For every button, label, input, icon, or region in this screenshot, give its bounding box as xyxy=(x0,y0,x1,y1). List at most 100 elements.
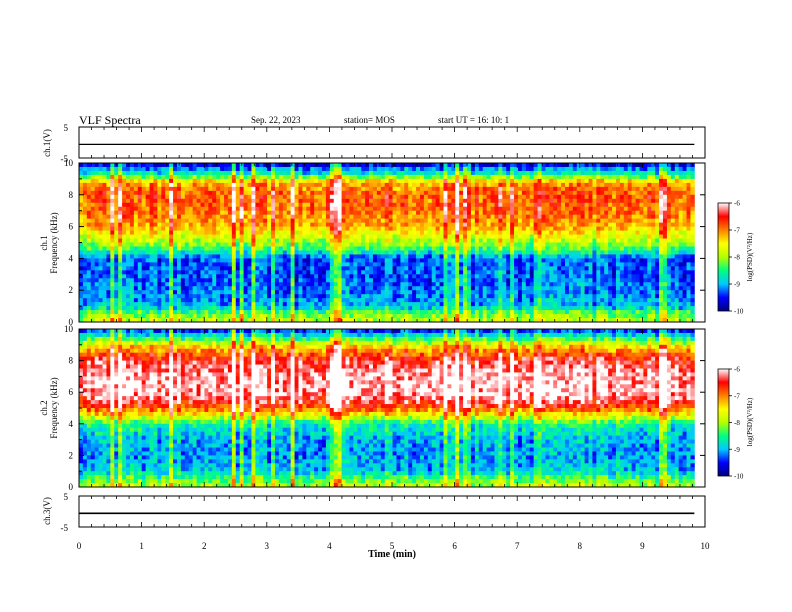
spectrogram-cell xyxy=(329,310,335,315)
spectrogram-cell xyxy=(294,182,299,188)
spectrogram-cell xyxy=(341,182,346,188)
spectrogram-cell xyxy=(521,286,527,291)
spectrogram-cell xyxy=(404,238,409,243)
spectrogram-cell xyxy=(400,254,405,259)
spectrogram-cell xyxy=(114,222,119,228)
spectrogram-cell xyxy=(129,182,135,188)
spectrogram-cell xyxy=(278,314,284,319)
spectrogram-cell xyxy=(106,266,111,271)
spectrogram-cell xyxy=(443,278,448,283)
spectrogram-cell xyxy=(490,218,495,224)
spectrogram-cell xyxy=(490,258,495,263)
spectrogram-cell xyxy=(145,250,150,255)
spectrogram-cell xyxy=(176,306,182,311)
spectrogram-cell xyxy=(259,242,264,247)
spectrogram-cell xyxy=(470,314,476,319)
spectrogram-cell xyxy=(235,186,241,192)
spectrogram-cell xyxy=(459,174,464,180)
spectrogram-cell xyxy=(361,278,366,283)
spectrogram-cell xyxy=(553,178,558,184)
spectrogram-cell xyxy=(212,258,217,263)
spectrogram-cell xyxy=(306,266,311,271)
spectrogram-cell xyxy=(455,218,460,224)
spectrogram-cell xyxy=(529,214,535,220)
spectrogram-cell xyxy=(498,234,503,239)
spectrogram-cell xyxy=(184,254,190,259)
spectrogram-cell xyxy=(133,314,139,319)
spectrogram-cell xyxy=(447,246,452,251)
spectrogram-cell xyxy=(157,298,162,303)
spectrogram-cell xyxy=(278,290,284,295)
spectrogram-cell xyxy=(110,314,115,319)
spectrogram-cell xyxy=(204,286,209,291)
spectrogram-cell xyxy=(79,294,84,299)
spectrogram-cell xyxy=(290,214,295,220)
spectrogram-cell xyxy=(357,214,362,220)
spectrogram-cell xyxy=(498,270,503,275)
spectrogram-cell xyxy=(549,302,554,307)
spectrogram-cell xyxy=(82,174,88,180)
spectrogram-cell xyxy=(110,262,115,267)
spectrogram-cell xyxy=(208,270,213,275)
spectrogram-cell xyxy=(282,194,288,200)
spectrogram-cell xyxy=(423,274,429,279)
spectrogram-cell xyxy=(486,202,491,208)
spectrogram-cell xyxy=(459,310,464,315)
spectrogram-cell xyxy=(165,222,170,228)
spectrogram-cell xyxy=(349,182,354,188)
spectrogram-cell xyxy=(141,194,147,200)
spectrogram-cell xyxy=(423,163,429,168)
spectrogram-cell xyxy=(102,174,107,180)
spectrogram-cell xyxy=(412,298,417,303)
spectrogram-cell xyxy=(416,186,421,192)
spectrogram-cell xyxy=(310,190,315,196)
spectrogram-cell xyxy=(137,190,143,196)
spectrogram-cell xyxy=(408,242,413,247)
spectrogram-cell xyxy=(145,310,150,315)
spectrogram-cell xyxy=(404,198,409,204)
spectrogram-cell xyxy=(451,254,456,259)
spectrogram-cell xyxy=(510,210,515,216)
spectrogram-cell xyxy=(435,294,440,299)
spectrogram-cell xyxy=(251,222,256,228)
spectrogram-cell xyxy=(467,226,472,231)
spectrogram-cell xyxy=(494,163,499,168)
spectrogram-cell xyxy=(157,170,162,176)
spectrogram-cell xyxy=(255,290,260,295)
spectrogram-cell xyxy=(278,262,284,267)
spectrogram-cell xyxy=(173,214,178,220)
spectrogram-cell xyxy=(365,166,370,172)
spectrogram-cell xyxy=(384,298,390,303)
spectrogram-cell xyxy=(427,182,433,188)
spectrogram-cell xyxy=(322,318,327,323)
spectrogram-cell xyxy=(192,226,197,231)
spectrogram-cell xyxy=(102,274,107,279)
spectrogram-cell xyxy=(82,282,88,287)
spectrogram-cell xyxy=(306,274,311,279)
spectrogram-cell xyxy=(90,258,96,263)
spectrogram-cell xyxy=(470,166,476,172)
spectrogram-cell xyxy=(290,234,295,239)
spectrogram-cell xyxy=(498,230,503,235)
spectrogram-cell xyxy=(470,170,476,176)
spectrogram-cell xyxy=(533,310,538,315)
spectrogram-cell xyxy=(157,262,162,267)
spectrogram-cell xyxy=(227,314,233,319)
spectrogram-cell xyxy=(365,186,370,192)
spectrogram-cell xyxy=(278,250,284,255)
spectrogram-cell xyxy=(459,166,464,172)
spectrogram-cell xyxy=(110,298,115,303)
spectrogram-cell xyxy=(478,163,484,168)
spectrogram-cell xyxy=(470,258,476,263)
spectrogram-cell xyxy=(502,206,507,212)
spectrogram-cell xyxy=(494,186,499,192)
spectrogram-cell xyxy=(533,198,538,204)
spectrogram-cell xyxy=(188,314,194,319)
spectrogram-cell xyxy=(541,174,546,180)
spectrogram-cell xyxy=(510,254,515,259)
spectrogram-cell xyxy=(243,286,248,291)
spectrogram-cell xyxy=(341,166,346,172)
spectrogram-cell xyxy=(416,174,421,180)
spectrogram-cell xyxy=(118,282,123,287)
spectrogram-cell xyxy=(376,214,382,220)
